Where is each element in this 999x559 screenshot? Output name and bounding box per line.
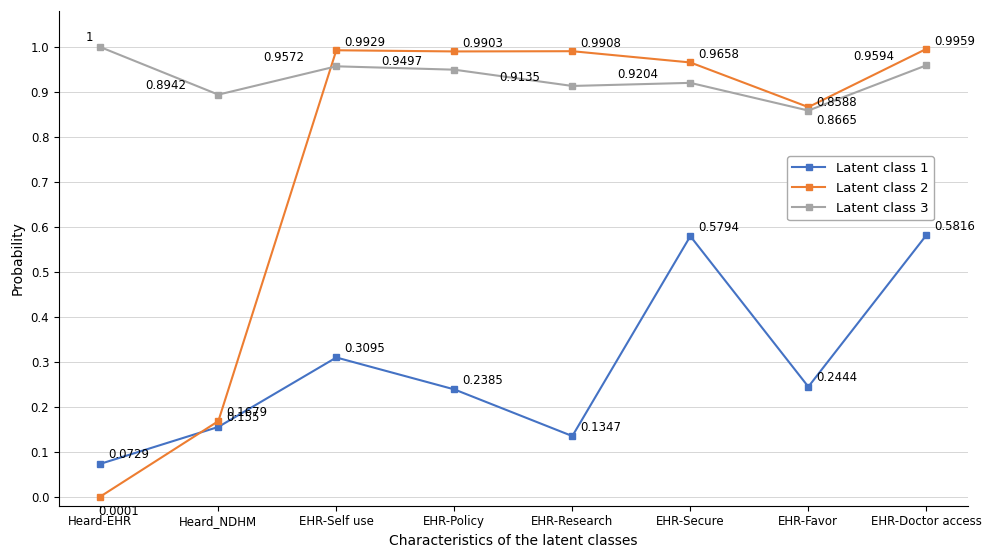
X-axis label: Characteristics of the latent classes: Characteristics of the latent classes <box>389 534 637 548</box>
Text: 0.9572: 0.9572 <box>263 51 304 64</box>
Text: 0.9135: 0.9135 <box>500 71 540 84</box>
Text: 0.9594: 0.9594 <box>853 50 894 63</box>
Latent class 3 <box>920 62 932 69</box>
Text: 0.2444: 0.2444 <box>816 371 858 385</box>
Text: 0.8942: 0.8942 <box>145 79 186 92</box>
Latent class 2 <box>449 48 461 55</box>
Text: 0.8588: 0.8588 <box>816 96 857 108</box>
Latent class 3 <box>449 67 461 73</box>
Text: 0.9908: 0.9908 <box>580 37 621 50</box>
Latent class 2 <box>684 59 696 66</box>
Text: 0.3095: 0.3095 <box>345 342 386 355</box>
Latent class 3 <box>684 79 696 86</box>
Latent class 3 <box>331 63 343 70</box>
Text: 0.9497: 0.9497 <box>382 55 423 68</box>
Latent class 3 <box>94 44 106 50</box>
Text: 0.155: 0.155 <box>227 411 260 424</box>
Latent class 1 <box>213 424 225 430</box>
Y-axis label: Probability: Probability <box>11 221 25 295</box>
Latent class 1 <box>566 433 578 439</box>
Text: 0.0001: 0.0001 <box>98 505 139 518</box>
Text: 0.9658: 0.9658 <box>698 49 739 61</box>
Latent class 1 <box>449 386 461 393</box>
Latent class 1 <box>802 383 814 390</box>
Line: Latent class 1: Latent class 1 <box>97 231 930 467</box>
Latent class 1 <box>331 354 343 361</box>
Text: 0.1679: 0.1679 <box>227 406 268 419</box>
Latent class 1 <box>684 233 696 239</box>
Text: 0.9959: 0.9959 <box>935 35 976 48</box>
Text: 0.0729: 0.0729 <box>109 448 150 461</box>
Latent class 3 <box>213 91 225 98</box>
Line: Latent class 3: Latent class 3 <box>97 44 930 114</box>
Text: 1: 1 <box>86 31 94 44</box>
Text: 0.5816: 0.5816 <box>935 220 975 233</box>
Latent class 2 <box>94 493 106 500</box>
Line: Latent class 2: Latent class 2 <box>97 45 930 500</box>
Latent class 2 <box>331 47 343 54</box>
Latent class 1 <box>920 232 932 239</box>
Latent class 2 <box>920 46 932 53</box>
Latent class 2 <box>566 48 578 55</box>
Latent class 3 <box>802 107 814 114</box>
Latent class 2 <box>802 104 814 111</box>
Text: 0.8665: 0.8665 <box>816 114 857 127</box>
Text: 0.9903: 0.9903 <box>463 37 503 50</box>
Text: 0.9929: 0.9929 <box>345 36 386 49</box>
Text: 0.9204: 0.9204 <box>617 68 658 81</box>
Latent class 1 <box>94 461 106 467</box>
Text: 0.2385: 0.2385 <box>463 374 503 387</box>
Text: 0.1347: 0.1347 <box>580 421 621 434</box>
Latent class 2 <box>213 418 225 424</box>
Latent class 3 <box>566 83 578 89</box>
Text: 0.5794: 0.5794 <box>698 221 739 234</box>
Legend: Latent class 1, Latent class 2, Latent class 3: Latent class 1, Latent class 2, Latent c… <box>787 156 934 220</box>
